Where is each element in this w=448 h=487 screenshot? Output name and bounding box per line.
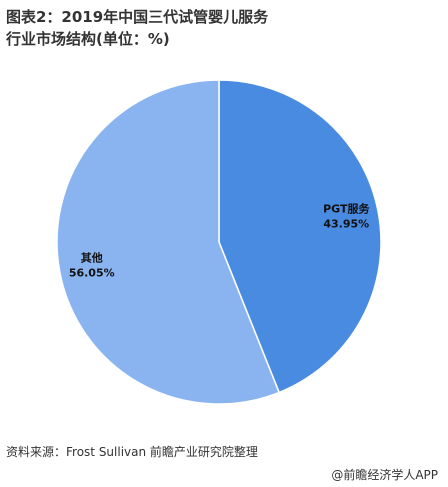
slice-label: 其他 xyxy=(81,250,103,264)
pie-slice xyxy=(218,79,382,394)
value-label: 56.05% xyxy=(69,266,115,279)
pie-slice xyxy=(56,79,281,405)
source-note: 资料来源：Frost Sullivan 前瞻产业研究院整理 xyxy=(6,445,258,459)
slice-label: PGT服务 xyxy=(323,202,370,216)
footer-credit: @前瞻经济学人APP xyxy=(331,468,438,482)
chart-title: 图表2：2019年中国三代试管婴儿服务行业市场结构(单位：%) xyxy=(6,8,269,48)
value-label: 43.95% xyxy=(323,218,369,231)
